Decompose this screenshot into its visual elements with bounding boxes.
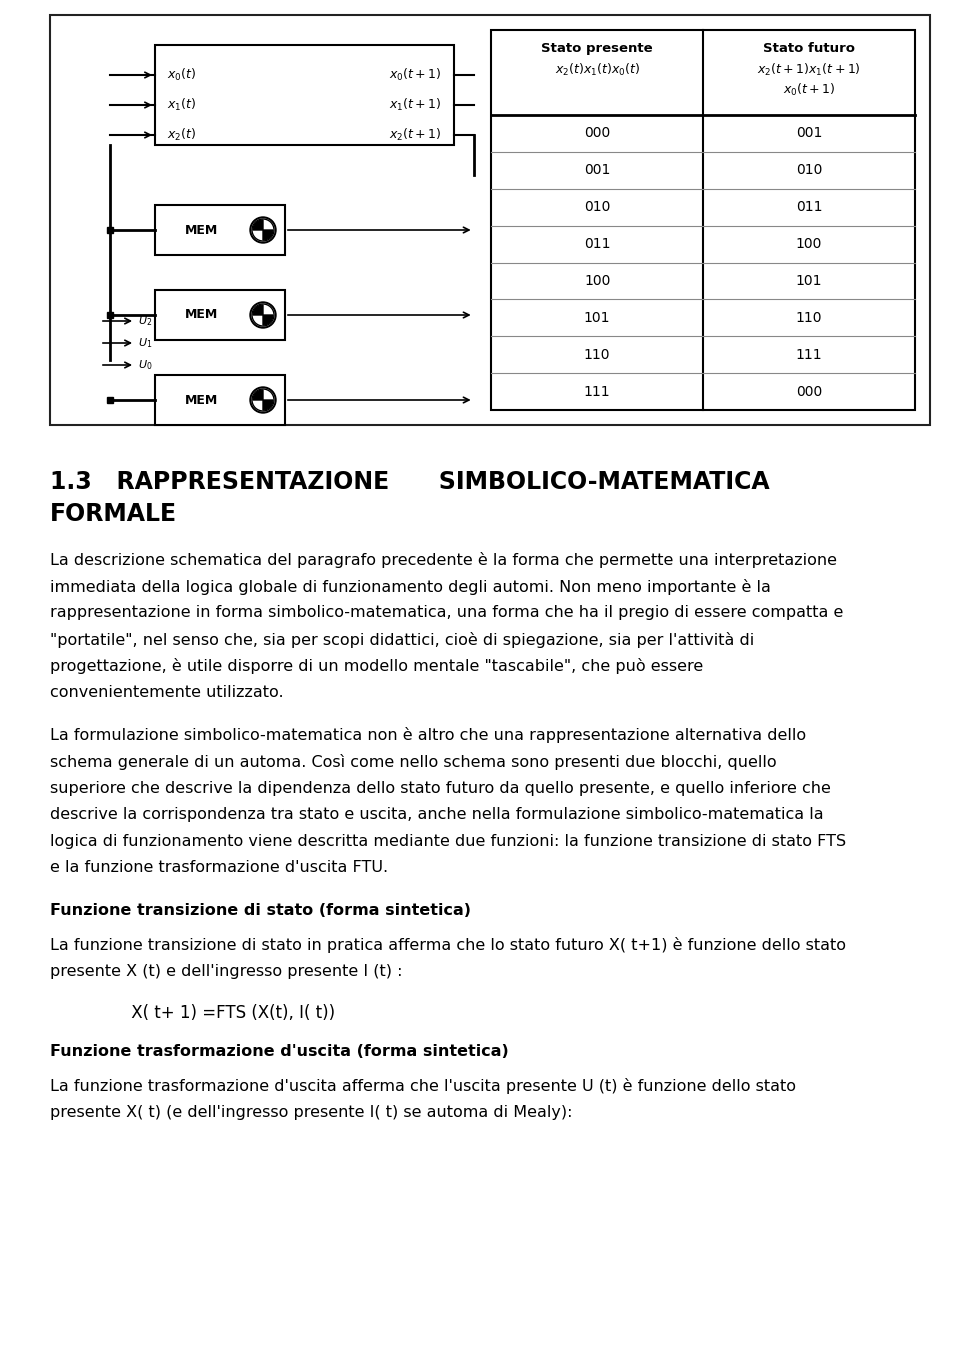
Text: 011: 011 (584, 237, 611, 251)
Circle shape (252, 388, 274, 412)
Text: presente X (t) e dell'ingresso presente I (t) :: presente X (t) e dell'ingresso presente … (50, 964, 402, 979)
Text: 110: 110 (584, 348, 611, 361)
Text: descrive la corrispondenza tra stato e uscita, anche nella formulazione simbolic: descrive la corrispondenza tra stato e u… (50, 807, 824, 822)
Text: $x_1(t+1)$: $x_1(t+1)$ (389, 97, 442, 113)
Text: $U_0$: $U_0$ (138, 358, 153, 372)
Bar (155, 204, 285, 255)
Text: 111: 111 (796, 348, 823, 361)
Bar (155, 375, 285, 425)
Polygon shape (253, 305, 263, 315)
Text: $x_2(t)x_1(t)x_0(t)$: $x_2(t)x_1(t)x_0(t)$ (555, 61, 639, 78)
Text: La descrizione schematica del paragrafo precedente è la forma che permette una i: La descrizione schematica del paragrafo … (50, 552, 837, 568)
Text: 100: 100 (584, 274, 611, 288)
Text: La funzione transizione di stato in pratica afferma che lo stato futuro X( t+1) : La funzione transizione di stato in prat… (50, 938, 846, 953)
Text: 010: 010 (796, 164, 822, 177)
Text: FORMALE: FORMALE (50, 502, 177, 526)
Bar (50, 15, 930, 425)
Text: 000: 000 (796, 384, 822, 398)
Circle shape (252, 219, 274, 241)
Text: immediata della logica globale di funzionamento degli automi. Non meno important: immediata della logica globale di funzio… (50, 578, 771, 594)
Text: 101: 101 (796, 274, 823, 288)
Polygon shape (263, 399, 273, 410)
Bar (155, 45, 453, 144)
Bar (155, 290, 285, 339)
Text: 100: 100 (796, 237, 822, 251)
Text: Funzione trasformazione d'uscita (forma sintetica): Funzione trasformazione d'uscita (forma … (50, 1044, 509, 1059)
Bar (492, 30, 915, 410)
Text: Funzione transizione di stato (forma sintetica): Funzione transizione di stato (forma sin… (50, 902, 471, 917)
Text: $x_0(t+1)$: $x_0(t+1)$ (782, 82, 835, 98)
Circle shape (252, 304, 274, 326)
Text: X( t+ 1) =FTS (X(t), I( t)): X( t+ 1) =FTS (X(t), I( t)) (105, 1003, 335, 1022)
Text: rappresentazione in forma simbolico-matematica, una forma che ha il pregio di es: rappresentazione in forma simbolico-mate… (50, 605, 843, 620)
Text: 111: 111 (584, 384, 611, 398)
Text: $x_2(t)$: $x_2(t)$ (167, 127, 196, 143)
Text: MEM: MEM (185, 308, 218, 322)
Text: $x_0(t)$: $x_0(t)$ (167, 67, 196, 83)
Text: MEM: MEM (185, 394, 218, 406)
Text: 010: 010 (584, 200, 611, 214)
Text: Stato futuro: Stato futuro (763, 42, 855, 55)
Text: 1.3   RAPPRESENTAZIONE      SIMBOLICO-MATEMATICA: 1.3 RAPPRESENTAZIONE SIMBOLICO-MATEMATIC… (50, 470, 770, 493)
Text: $U_2$: $U_2$ (138, 313, 153, 328)
Text: $U_1$: $U_1$ (138, 337, 153, 350)
Text: 101: 101 (584, 311, 611, 324)
Text: MEM: MEM (185, 224, 218, 237)
Polygon shape (263, 230, 273, 240)
Text: "portatile", nel senso che, sia per scopi didattici, cioè di spiegazione, sia pe: "portatile", nel senso che, sia per scop… (50, 631, 755, 647)
Text: Stato presente: Stato presente (541, 42, 653, 55)
Circle shape (250, 217, 276, 243)
Text: progettazione, è utile disporre di un modello mentale "tascabile", che può esser: progettazione, è utile disporre di un mo… (50, 658, 703, 675)
Text: $x_2(t+1)x_1(t+1)$: $x_2(t+1)x_1(t+1)$ (757, 61, 861, 78)
Text: 001: 001 (796, 127, 822, 140)
Text: $x_0(t+1)$: $x_0(t+1)$ (389, 67, 442, 83)
Text: 110: 110 (796, 311, 823, 324)
Text: 001: 001 (584, 164, 611, 177)
Text: 011: 011 (796, 200, 823, 214)
Polygon shape (253, 390, 263, 399)
Polygon shape (253, 219, 263, 230)
Text: superiore che descrive la dipendenza dello stato futuro da quello presente, e qu: superiore che descrive la dipendenza del… (50, 781, 830, 796)
Text: La funzione trasformazione d'uscita afferma che l'uscita presente U (t) è funzio: La funzione trasformazione d'uscita affe… (50, 1078, 796, 1094)
Text: $x_2(t+1)$: $x_2(t+1)$ (389, 127, 442, 143)
Text: $x_1(t)$: $x_1(t)$ (167, 97, 196, 113)
Text: presente X( t) (e dell'ingresso presente I( t) se automa di Mealy):: presente X( t) (e dell'ingresso presente… (50, 1105, 572, 1120)
Text: e la funzione trasformazione d'uscita FTU.: e la funzione trasformazione d'uscita FT… (50, 860, 388, 875)
Text: convenientemente utilizzato.: convenientemente utilizzato. (50, 684, 283, 699)
Text: logica di funzionamento viene descritta mediante due funzioni: la funzione trans: logica di funzionamento viene descritta … (50, 834, 846, 849)
Text: 000: 000 (584, 127, 611, 140)
Circle shape (250, 387, 276, 413)
Text: La formulazione simbolico-matematica non è altro che una rappresentazione altern: La formulazione simbolico-matematica non… (50, 728, 806, 743)
Polygon shape (263, 315, 273, 324)
Circle shape (250, 303, 276, 328)
Text: schema generale di un automa. Così come nello schema sono presenti due blocchi, : schema generale di un automa. Così come … (50, 754, 777, 770)
